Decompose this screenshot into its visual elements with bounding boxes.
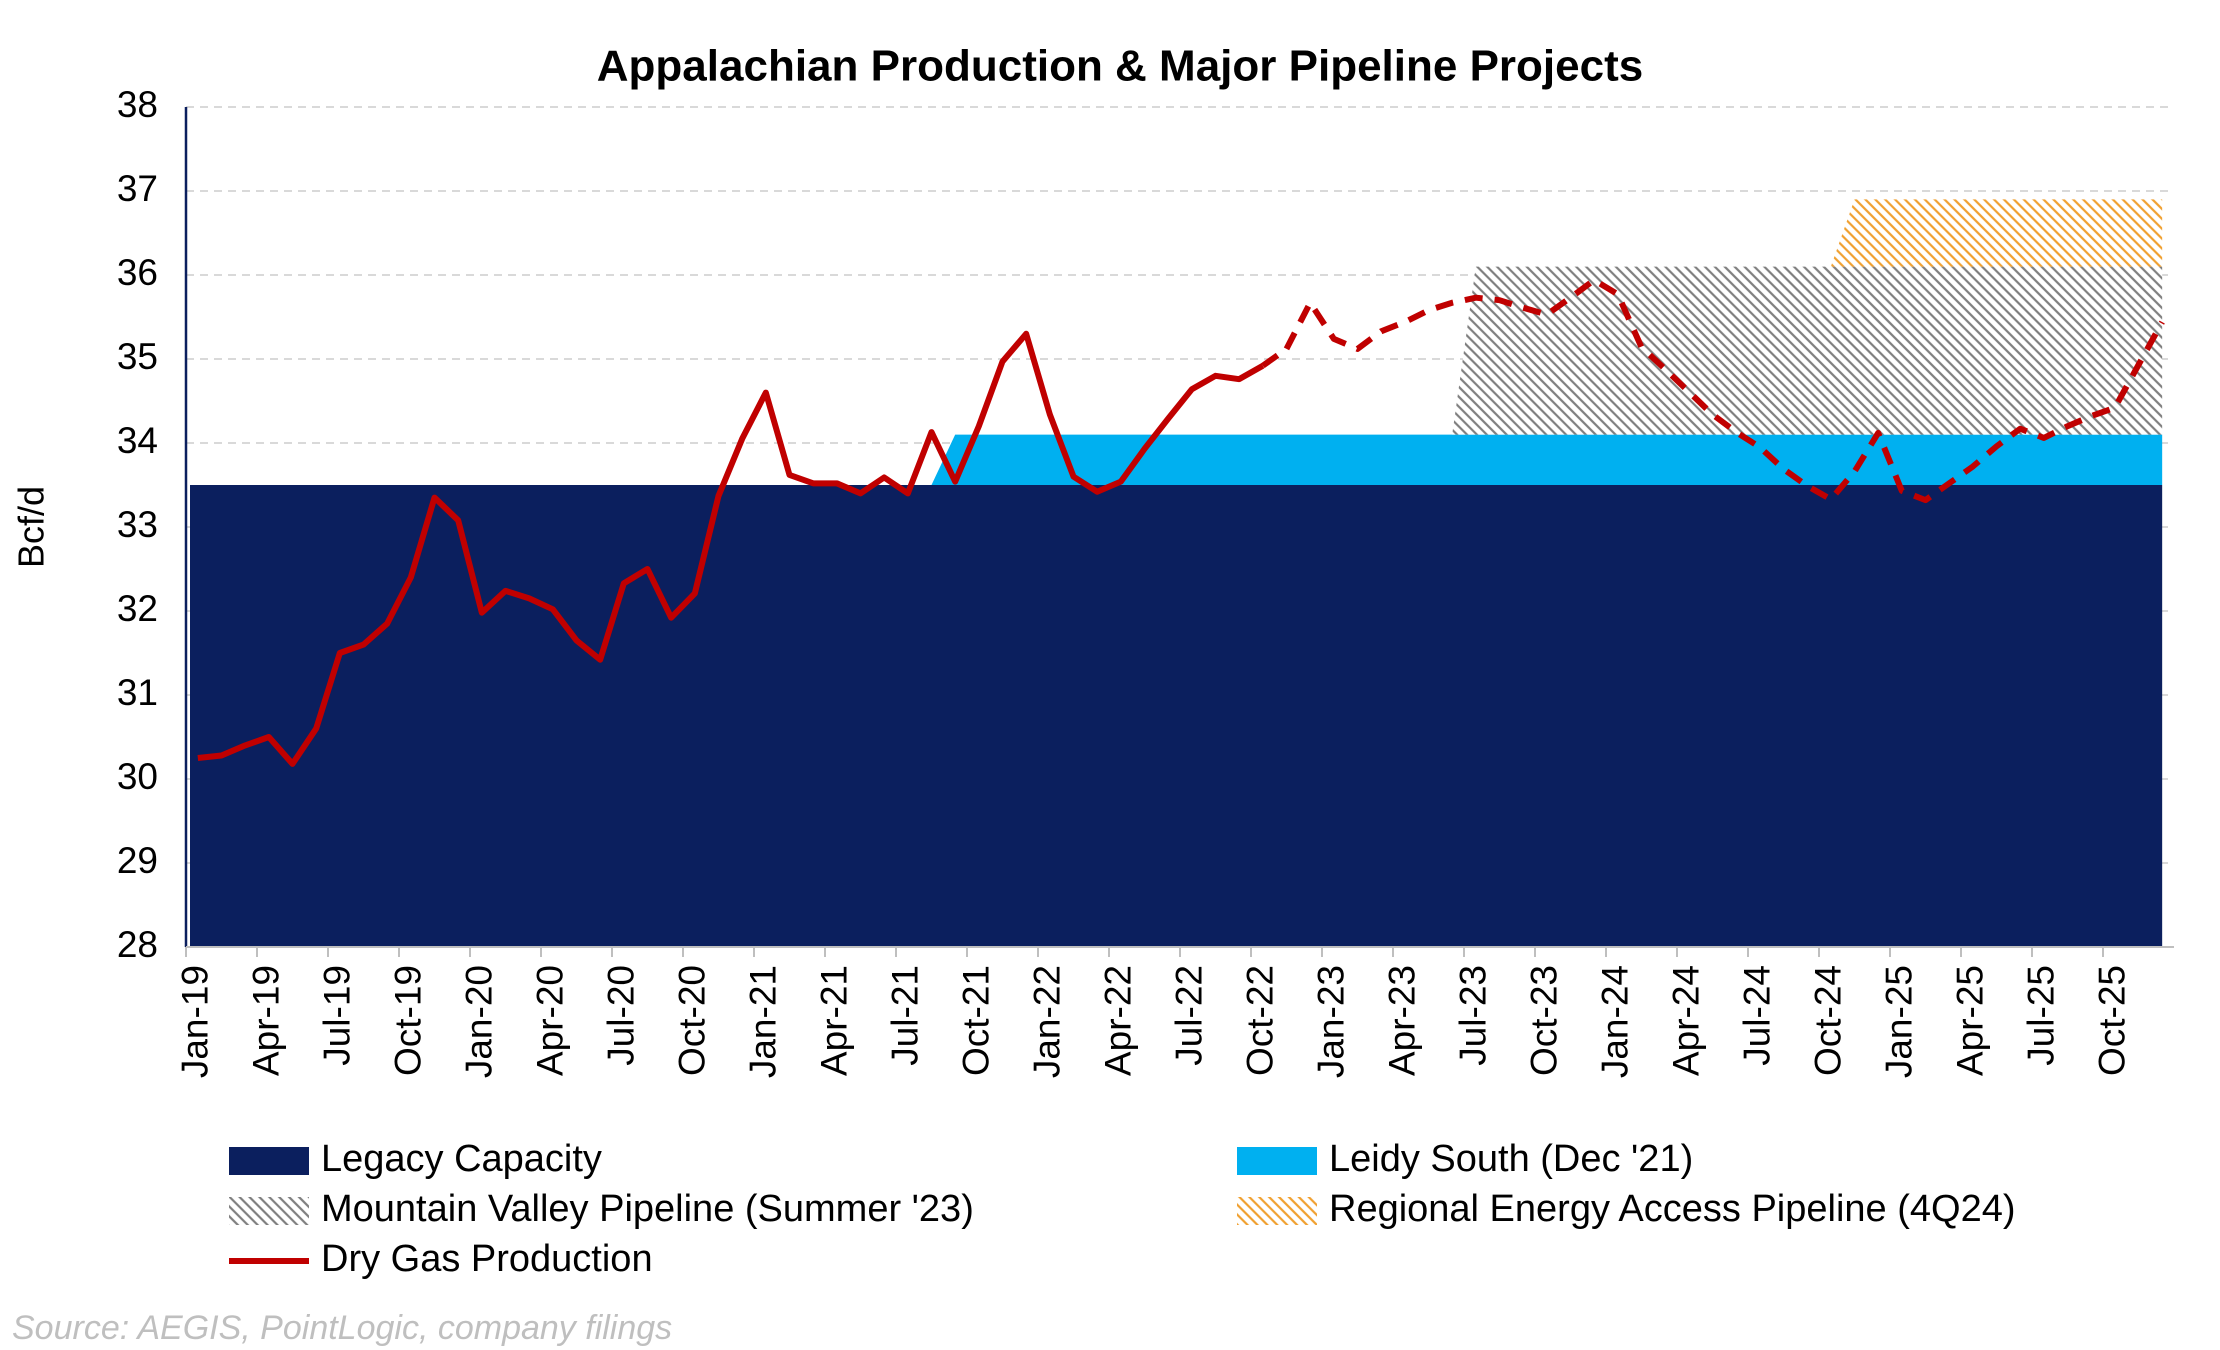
- x-tick-label: Jul-25: [2021, 965, 2062, 1066]
- legend-label: Regional Energy Access Pipeline (4Q24): [1329, 1188, 2016, 1230]
- x-tick-label: Oct-20: [672, 965, 713, 1076]
- x-tick-label: Apr-24: [1666, 965, 1707, 1076]
- legend-swatch: [229, 1147, 309, 1175]
- x-tick-label: Oct-22: [1240, 965, 1281, 1076]
- source-note: Source: AEGIS, PointLogic, company filin…: [12, 1309, 672, 1347]
- area: [190, 434, 2163, 485]
- x-tick-label: Apr-20: [530, 965, 571, 1076]
- y-tick-label: 37: [117, 168, 158, 209]
- x-tick-label: Apr-19: [246, 965, 287, 1076]
- x-tick-label: Jan-25: [1879, 965, 1920, 1078]
- x-tick-label: Jan-24: [1595, 965, 1636, 1078]
- y-axis-label: Bcf/d: [11, 486, 52, 568]
- area: [190, 199, 2163, 485]
- x-tick-label: Apr-21: [814, 965, 855, 1076]
- x-tick-label: Oct-24: [1808, 965, 1849, 1076]
- chart-title: Appalachian Production & Major Pipeline …: [597, 42, 1643, 91]
- legend-swatch: [1237, 1197, 1317, 1225]
- x-tick-label: Jan-20: [459, 965, 500, 1078]
- x-tick-label: Apr-22: [1098, 965, 1139, 1076]
- y-tick-label: 32: [117, 588, 158, 629]
- y-tick-label: 29: [117, 840, 158, 881]
- legend-label: Leidy South (Dec '21): [1329, 1138, 1693, 1180]
- legend-swatch: [1237, 1147, 1317, 1175]
- y-tick-label: 34: [117, 420, 158, 461]
- x-tick-label: Jul-21: [885, 965, 926, 1066]
- y-tick-label: 33: [117, 504, 158, 545]
- area: [190, 485, 2163, 947]
- legend-swatch: [229, 1197, 309, 1225]
- legend-label: Mountain Valley Pipeline (Summer '23): [321, 1188, 974, 1230]
- data-line: [197, 330, 1265, 767]
- x-tick-label: Oct-21: [956, 965, 997, 1076]
- x-tick-label: Jul-23: [1453, 965, 1494, 1066]
- legend-label: Legacy Capacity: [321, 1138, 602, 1180]
- area: [190, 266, 2163, 485]
- x-tick-label: Oct-19: [388, 965, 429, 1076]
- y-tick-label: 28: [117, 924, 158, 965]
- forecast-line: [1283, 277, 2165, 504]
- forecast-connector: [1261, 346, 1289, 369]
- y-tick-label: 38: [117, 84, 158, 125]
- x-tick-label: Jan-21: [743, 965, 784, 1078]
- x-tick-label: Oct-25: [2092, 965, 2133, 1076]
- x-tick-label: Jan-19: [175, 965, 216, 1078]
- x-tick-label: Jan-23: [1311, 965, 1352, 1078]
- x-tick-label: Oct-23: [1524, 965, 1565, 1076]
- x-tick-label: Jul-22: [1169, 965, 1210, 1066]
- x-tick-label: Apr-25: [1950, 965, 1991, 1076]
- x-tick-label: Jul-19: [317, 965, 358, 1066]
- y-tick-label: 30: [117, 756, 158, 797]
- legend-label: Dry Gas Production: [321, 1238, 653, 1280]
- y-tick-label: 31: [117, 672, 158, 713]
- x-tick-label: Jan-22: [1027, 965, 1068, 1078]
- x-tick-label: Jul-20: [601, 965, 642, 1066]
- x-tick-label: Apr-23: [1382, 965, 1423, 1076]
- y-tick-label: 36: [117, 252, 158, 293]
- y-tick-label: 35: [117, 336, 158, 377]
- x-tick-label: Jul-24: [1737, 965, 1778, 1066]
